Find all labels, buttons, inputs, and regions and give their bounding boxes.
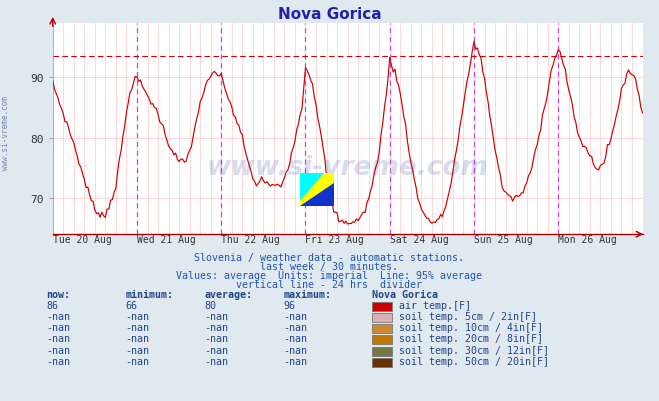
Text: -nan: -nan: [125, 322, 149, 332]
Text: minimum:: minimum:: [125, 290, 173, 300]
Text: Fri 23 Aug: Fri 23 Aug: [306, 235, 364, 245]
Text: -nan: -nan: [204, 356, 228, 366]
Text: soil temp. 50cm / 20in[F]: soil temp. 50cm / 20in[F]: [399, 356, 549, 366]
Text: -nan: -nan: [46, 356, 70, 366]
Text: Tue 20 Aug: Tue 20 Aug: [53, 235, 111, 245]
Text: Nova Gorica: Nova Gorica: [277, 7, 382, 22]
Text: -nan: -nan: [204, 345, 228, 355]
Text: www.si-vreme.com: www.si-vreme.com: [207, 154, 488, 180]
Text: 86: 86: [46, 300, 58, 310]
Text: -nan: -nan: [125, 356, 149, 366]
Text: -nan: -nan: [46, 334, 70, 344]
Text: -nan: -nan: [204, 322, 228, 332]
Text: -nan: -nan: [125, 334, 149, 344]
Text: soil temp. 5cm / 2in[F]: soil temp. 5cm / 2in[F]: [399, 311, 536, 321]
Text: Sun 25 Aug: Sun 25 Aug: [474, 235, 532, 245]
Text: air temp.[F]: air temp.[F]: [399, 300, 471, 310]
Text: Sat 24 Aug: Sat 24 Aug: [389, 235, 449, 245]
Text: -nan: -nan: [283, 356, 307, 366]
Text: -nan: -nan: [283, 334, 307, 344]
Text: -nan: -nan: [46, 311, 70, 321]
Text: average:: average:: [204, 290, 252, 300]
Text: Thu 22 Aug: Thu 22 Aug: [221, 235, 280, 245]
Text: -nan: -nan: [204, 334, 228, 344]
Text: -nan: -nan: [283, 322, 307, 332]
Text: soil temp. 30cm / 12in[F]: soil temp. 30cm / 12in[F]: [399, 345, 549, 355]
Text: soil temp. 10cm / 4in[F]: soil temp. 10cm / 4in[F]: [399, 322, 543, 332]
Text: -nan: -nan: [283, 311, 307, 321]
Polygon shape: [300, 174, 324, 202]
Polygon shape: [300, 184, 334, 207]
Text: vertical line - 24 hrs  divider: vertical line - 24 hrs divider: [237, 279, 422, 289]
Text: 96: 96: [283, 300, 295, 310]
Text: 66: 66: [125, 300, 137, 310]
Text: -nan: -nan: [46, 322, 70, 332]
Text: -nan: -nan: [125, 345, 149, 355]
Text: -nan: -nan: [204, 311, 228, 321]
Text: Nova Gorica: Nova Gorica: [372, 290, 438, 300]
Text: -nan: -nan: [283, 345, 307, 355]
Text: 80: 80: [204, 300, 216, 310]
Text: Mon 26 Aug: Mon 26 Aug: [558, 235, 617, 245]
Text: soil temp. 20cm / 8in[F]: soil temp. 20cm / 8in[F]: [399, 334, 543, 344]
Text: maximum:: maximum:: [283, 290, 331, 300]
Text: Values: average  Units: imperial  Line: 95% average: Values: average Units: imperial Line: 95…: [177, 270, 482, 280]
Text: last week / 30 minutes.: last week / 30 minutes.: [260, 261, 399, 271]
Text: www.si-vreme.com: www.si-vreme.com: [1, 95, 10, 169]
Text: -nan: -nan: [46, 345, 70, 355]
Text: now:: now:: [46, 290, 70, 300]
Text: Slovenia / weather data - automatic stations.: Slovenia / weather data - automatic stat…: [194, 253, 465, 263]
Text: Wed 21 Aug: Wed 21 Aug: [137, 235, 196, 245]
Text: -nan: -nan: [125, 311, 149, 321]
